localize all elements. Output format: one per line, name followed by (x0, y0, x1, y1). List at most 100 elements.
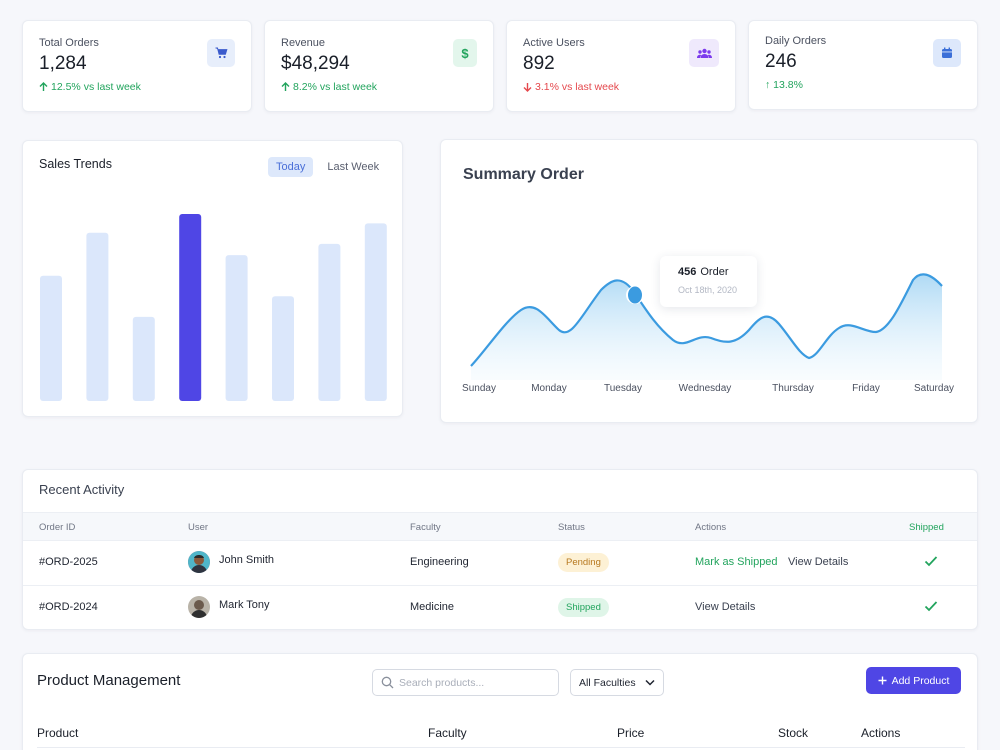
column-header-actions: Actions (695, 522, 727, 533)
stat-card-daily-orders: Daily Orders 246 ↑ 13.8% (748, 20, 978, 110)
tooltip-count: 456 (678, 266, 697, 278)
recent-activity-card: Recent Activity Order ID User Faculty St… (22, 469, 978, 630)
summary-area-chart (470, 273, 943, 380)
column-header-order-id: Order ID (39, 522, 76, 533)
user-name: Mark Tony (219, 599, 270, 611)
add-product-button[interactable]: Add Product (866, 667, 961, 694)
sales-bar[interactable] (225, 255, 248, 401)
order-id: #ORD-2024 (39, 601, 98, 613)
stat-delta: 8.2% vs last week (281, 81, 377, 93)
sales-bar[interactable] (179, 214, 202, 401)
column-header-product: Product (37, 726, 79, 740)
faculty: Medicine (410, 601, 455, 613)
stat-card-active-users: Active Users 892 3.1% vs last week (506, 20, 736, 112)
dollar-icon: $ (453, 39, 477, 67)
faculty: Engineering (410, 556, 469, 568)
column-header-price: Price (617, 726, 645, 740)
column-header-status: Status (558, 522, 585, 533)
search-input[interactable] (399, 674, 549, 691)
stat-value: $48,294 (281, 53, 350, 74)
arrow-down-icon (523, 83, 532, 92)
check-icon[interactable] (924, 555, 938, 567)
add-product-label: Add Product (891, 674, 950, 687)
product-management-title: Product Management (37, 672, 181, 689)
arrow-up-icon (39, 82, 48, 91)
mark-as-shipped-link[interactable]: Mark as Shipped (695, 556, 778, 568)
stat-delta-text: ↑ 13.8% (765, 79, 803, 91)
divider (37, 747, 965, 748)
table-header: Order ID User Faculty Status Actions Shi… (23, 512, 977, 541)
sales-trends-tabs: Today Last Week (268, 157, 387, 177)
tab-today[interactable]: Today (268, 157, 314, 177)
stat-card-total-orders: Total Orders 1,284 12.5% vs last week (22, 20, 252, 112)
product-search (372, 669, 559, 696)
user-name: John Smith (219, 554, 275, 566)
arrow-up-icon (281, 82, 290, 91)
day-label-thursday: Thursday (772, 383, 814, 394)
tooltip-label: Order (700, 266, 729, 278)
status-badge: Pending (558, 553, 609, 572)
stat-delta: ↑ 13.8% (765, 79, 803, 91)
sales-bar[interactable] (318, 243, 341, 401)
column-header-user: User (188, 522, 209, 533)
avatar (188, 596, 210, 618)
day-label-tuesday: Tuesday (604, 383, 642, 394)
chevron-down-icon (645, 679, 655, 686)
column-header-stock: Stock (778, 726, 809, 740)
summary-order-title: Summary Order (463, 166, 584, 183)
stat-label: Total Orders (39, 37, 99, 49)
stat-card-revenue: Revenue $48,294 8.2% vs last week $ (264, 20, 494, 112)
table-row: #ORD-2024 Mark Tony Medicine Shipped Vie… (23, 586, 977, 631)
sales-bar[interactable] (40, 275, 62, 401)
users-icon (689, 39, 719, 67)
column-header-faculty: Faculty (428, 726, 467, 740)
plus-icon (878, 676, 887, 685)
tab-last-week[interactable]: Last Week (327, 161, 380, 173)
sales-bar-chart (40, 214, 387, 401)
area-fill (471, 274, 942, 380)
search-icon (381, 676, 394, 689)
table-row: #ORD-2025 John Smith Engineering Pending… (23, 541, 977, 586)
sales-bar[interactable] (364, 223, 387, 401)
stat-value: 246 (765, 51, 797, 72)
stat-delta-text: 3.1% vs last week (535, 81, 620, 93)
day-label-saturday: Saturday (913, 383, 955, 394)
day-label-wednesday: Wednesday (678, 383, 732, 394)
recent-activity-title: Recent Activity (39, 482, 125, 497)
column-header-shipped: Shipped (909, 522, 944, 533)
stat-delta: 3.1% vs last week (523, 81, 619, 93)
view-details-link[interactable]: View Details (788, 556, 849, 568)
product-management-card: Product Management All Faculties Add Pro… (22, 653, 978, 750)
sales-trends-card: Sales Trends Today Last Week (22, 140, 403, 417)
stat-value: 892 (523, 53, 555, 74)
day-label-sunday: Sunday (462, 383, 496, 394)
stat-delta: 12.5% vs last week (39, 81, 141, 93)
sales-bar[interactable] (132, 316, 155, 401)
sales-trends-title: Sales Trends (39, 157, 112, 171)
cart-icon (207, 39, 235, 67)
avatar (188, 551, 210, 573)
column-header-faculty: Faculty (410, 522, 441, 533)
column-header-actions: Actions (861, 726, 901, 740)
stat-delta-text: 12.5% vs last week (51, 81, 141, 93)
stat-delta-text: 8.2% vs last week (293, 81, 378, 93)
order-tooltip: 456 Order Oct 18th, 2020 (660, 256, 757, 307)
faculty-select-value: All Faculties (579, 677, 636, 689)
stat-label: Active Users (523, 37, 585, 49)
stat-label: Revenue (281, 37, 326, 49)
sales-bar[interactable] (272, 296, 294, 401)
sales-bar[interactable] (86, 232, 109, 401)
area-line (470, 273, 943, 367)
order-id: #ORD-2025 (39, 556, 98, 568)
day-label-friday: Friday (852, 383, 880, 394)
tooltip-date: Oct 18th, 2020 (678, 285, 738, 295)
day-label-monday: Monday (531, 383, 567, 394)
status-badge: Shipped (558, 598, 609, 617)
check-icon[interactable] (924, 600, 938, 612)
calendar-icon (933, 39, 961, 67)
stat-label: Daily Orders (765, 35, 827, 47)
stat-value: 1,284 (39, 53, 87, 74)
faculty-select[interactable]: All Faculties (570, 669, 664, 696)
view-details-link[interactable]: View Details (695, 601, 756, 613)
summary-order-card: Summary Order 456 Order Oct 18th, 2020 Su… (440, 139, 978, 423)
